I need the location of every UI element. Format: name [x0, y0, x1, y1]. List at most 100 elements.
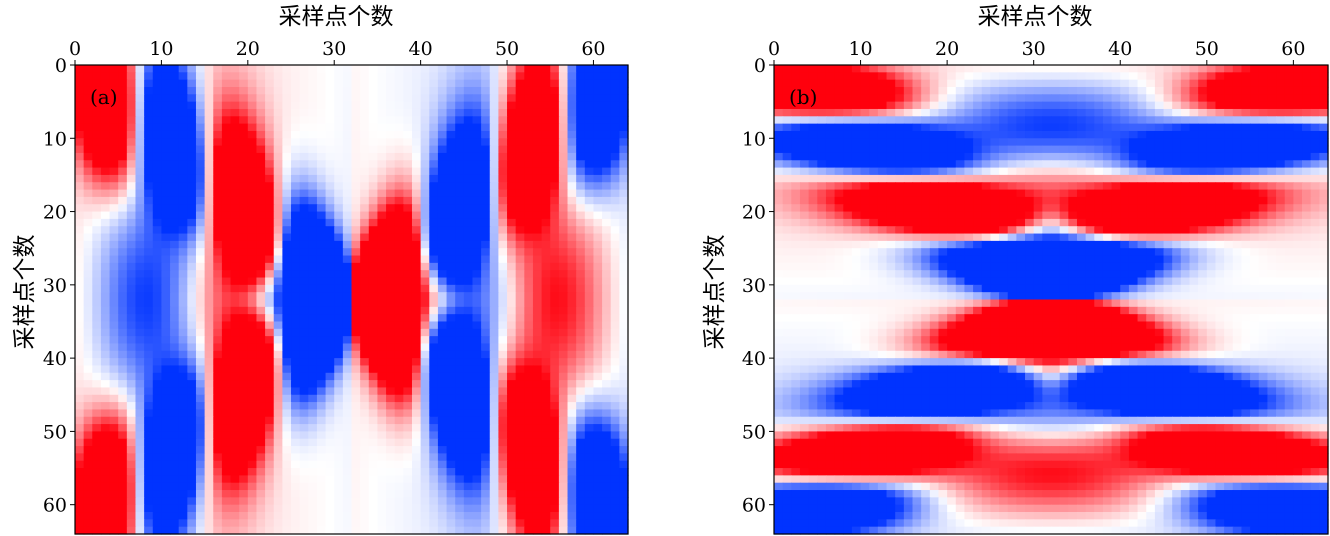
heatmap-cell: [273, 372, 283, 381]
heatmap-cell: [299, 468, 309, 476]
heatmap-cell: [377, 519, 387, 528]
heatmap-cell: [187, 482, 197, 491]
heatmap-cell: [532, 460, 543, 469]
heatmap-cell: [1025, 123, 1035, 132]
heatmap-cell: [1241, 116, 1251, 125]
heatmap-cell: [351, 218, 361, 227]
heatmap-cell: [273, 277, 283, 286]
heatmap-cell: [1076, 123, 1087, 132]
heatmap-cell: [1120, 86, 1130, 95]
heatmap-cell: [541, 101, 551, 110]
heatmap-cell: [619, 306, 629, 315]
heatmap-cell: [351, 255, 361, 264]
heatmap-cell: [541, 512, 551, 520]
heatmap-cell: [386, 321, 396, 330]
heatmap-cell: [368, 130, 379, 139]
heatmap-cell: [463, 123, 474, 132]
heatmap-cell: [619, 468, 629, 476]
heatmap-cell: [1016, 145, 1026, 154]
heatmap-cell: [92, 512, 102, 520]
panel-b-xticks: 0 10 20 30 40 50 60: [768, 38, 1305, 65]
heatmap-cell: [973, 79, 983, 88]
heatmap-cell: [1276, 86, 1286, 95]
heatmap-cell: [507, 262, 517, 271]
heatmap-cell: [100, 446, 111, 454]
heatmap-cell: [325, 248, 335, 257]
heatmap-cell: [437, 431, 448, 440]
heatmap-cell: [576, 387, 586, 396]
heatmap-cell: [308, 116, 318, 125]
heatmap-cell: [593, 446, 603, 454]
heatmap-cell: [109, 292, 119, 301]
heatmap-cell: [83, 402, 93, 411]
heatmap-cell: [602, 226, 612, 235]
heatmap-cell: [256, 123, 266, 132]
heatmap-cell: [308, 72, 318, 81]
heatmap-cell: [308, 292, 318, 301]
heatmap-cell: [1180, 72, 1191, 81]
heatmap-cell: [903, 152, 914, 161]
heatmap-cell: [135, 86, 145, 95]
heatmap-cell: [860, 123, 870, 132]
heatmap-cell: [92, 343, 102, 352]
heatmap-cell: [1189, 72, 1199, 81]
heatmap-cell: [593, 152, 603, 161]
heatmap-cell: [472, 490, 482, 498]
heatmap-cell: [239, 270, 249, 279]
heatmap-cell: [912, 130, 922, 139]
heatmap-cell: [386, 174, 396, 183]
heatmap-cell: [593, 416, 603, 425]
heatmap-cell: [118, 365, 128, 374]
heatmap-cell: [109, 431, 119, 440]
heatmap-cell: [178, 94, 188, 103]
heatmap-cell: [411, 248, 422, 257]
heatmap-cell: [489, 409, 499, 418]
heatmap-cell: [360, 519, 370, 528]
heatmap-cell: [135, 218, 145, 227]
heatmap-cell: [1310, 79, 1320, 88]
heatmap-cell: [550, 116, 560, 125]
heatmap-cell: [170, 504, 180, 513]
heatmap-cell: [325, 240, 335, 249]
heatmap-cell: [204, 277, 214, 286]
heatmap-cell: [178, 446, 188, 454]
heatmap-cell: [291, 299, 301, 308]
heatmap-cell: [584, 365, 595, 374]
heatmap-cell: [178, 314, 188, 323]
heatmap-cell: [1189, 130, 1199, 139]
heatmap-cell: [75, 270, 85, 279]
heatmap-cell: [593, 108, 603, 117]
heatmap-cell: [299, 167, 309, 176]
heatmap-cell: [576, 431, 586, 440]
heatmap-cell: [273, 526, 283, 535]
heatmap-cell: [403, 343, 413, 352]
heatmap-cell: [1016, 94, 1026, 103]
heatmap-cell: [204, 321, 214, 330]
heatmap-cell: [955, 116, 966, 125]
heatmap-cell: [429, 292, 439, 301]
heatmap-cell: [825, 79, 836, 88]
heatmap-cell: [247, 72, 258, 81]
heatmap-cell: [170, 424, 180, 433]
heatmap-cell: [472, 233, 482, 242]
heatmap-cell: [256, 270, 266, 279]
heatmap-cell: [342, 380, 353, 389]
heatmap-cell: [532, 431, 543, 440]
heatmap-cell: [83, 174, 93, 183]
heatmap-cell: [1276, 138, 1286, 147]
heatmap-cell: [377, 336, 387, 345]
heatmap-cell: [394, 116, 404, 125]
heatmap-cell: [515, 453, 525, 462]
heatmap-cell: [204, 204, 214, 213]
heatmap-cell: [377, 277, 387, 286]
heatmap-cell: [489, 160, 499, 169]
heatmap-cell: [507, 196, 517, 205]
heatmap-cell: [584, 204, 595, 213]
heatmap-cell: [489, 321, 499, 330]
heatmap-cell: [221, 255, 232, 264]
heatmap-cell: [239, 116, 249, 125]
heatmap-cell: [144, 277, 154, 286]
heatmap-cell: [144, 174, 154, 183]
heatmap-cell: [455, 365, 465, 374]
heatmap-cell: [325, 519, 335, 528]
